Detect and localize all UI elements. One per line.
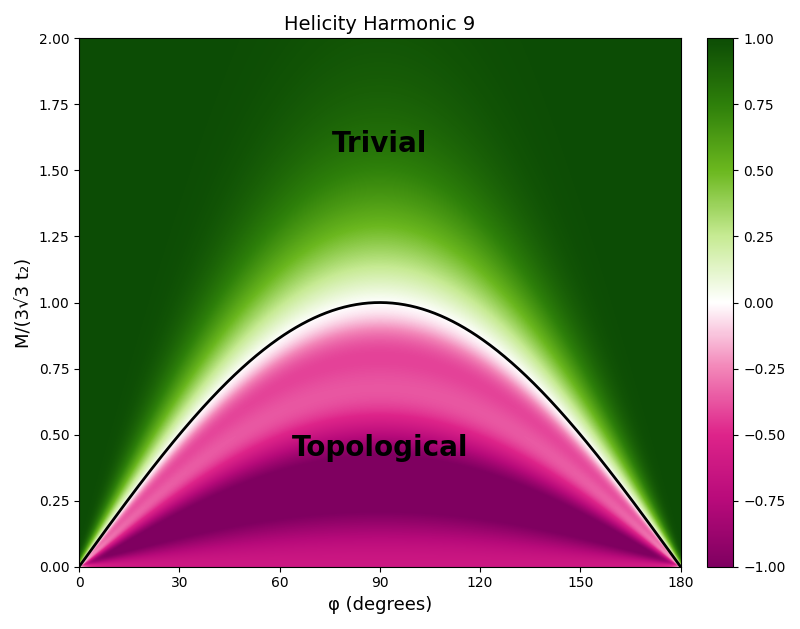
Text: Trivial: Trivial — [332, 130, 427, 158]
Y-axis label: M/(3√3 t₂): M/(3√3 t₂) — [15, 257, 33, 348]
Title: Helicity Harmonic 9: Helicity Harmonic 9 — [284, 15, 475, 34]
Text: Topological: Topological — [291, 434, 468, 462]
X-axis label: φ (degrees): φ (degrees) — [328, 596, 432, 614]
